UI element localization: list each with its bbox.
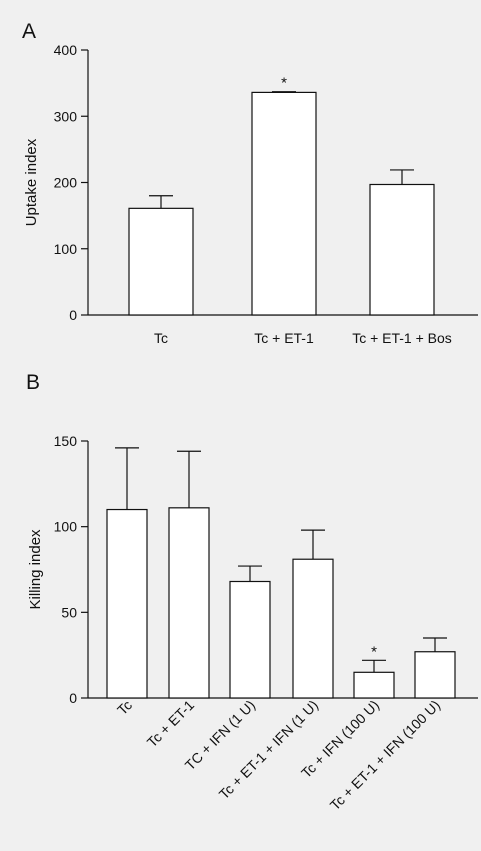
panel-b-y-tick-label: 150: [54, 433, 78, 449]
panel-a-uptake-chart: A Uptake index 0 100 200 300 400 Tc * Tc + ET-1…: [22, 20, 478, 346]
panel-a-category-label: Tc + ET-1: [254, 330, 314, 346]
panel-b-significance-mark: *: [371, 643, 377, 660]
panel-a-bar: [251, 91, 317, 316]
panel-b-category-label: Tc + ET-1 + IFN (100 U): [327, 697, 443, 813]
panel-b-category-label: Tc + ET-1: [144, 697, 198, 751]
panel-a-y-tick-label: 100: [54, 241, 78, 257]
panel-b-category-label: Tc: [114, 697, 135, 718]
panel-b-bar: [353, 671, 395, 699]
panel-a-y-tick-label: 400: [54, 42, 78, 58]
panel-a-letter: A: [22, 20, 36, 43]
panel-a-bar: [128, 207, 194, 316]
panel-b-y-tick-label: 50: [61, 604, 77, 620]
panel-b-y-tick-label: 100: [54, 519, 78, 535]
panel-a-y-tick-label: 300: [54, 108, 78, 124]
panel-b-bar: [168, 507, 210, 699]
panel-b-bar: [106, 508, 148, 699]
panel-a-bar: [369, 183, 435, 316]
panel-a-y-tick-label: 0: [69, 307, 77, 323]
panel-b-y-tick-label: 0: [69, 690, 77, 706]
panel-a-significance-mark: *: [281, 75, 287, 92]
panel-b-y-axis-label: Killing index: [27, 529, 44, 610]
panel-a-y-tick-label: 200: [54, 175, 78, 191]
panel-a-category-label: Tc: [154, 330, 168, 346]
panel-b-bar: [229, 580, 271, 699]
panel-a-category-label: Tc + ET-1 + Bos: [352, 330, 452, 346]
panel-b-letter: B: [26, 371, 40, 394]
panel-b-bar: [414, 651, 456, 699]
panel-b-bar: [292, 558, 334, 699]
panel-a-y-axis-label: Uptake index: [23, 138, 40, 226]
